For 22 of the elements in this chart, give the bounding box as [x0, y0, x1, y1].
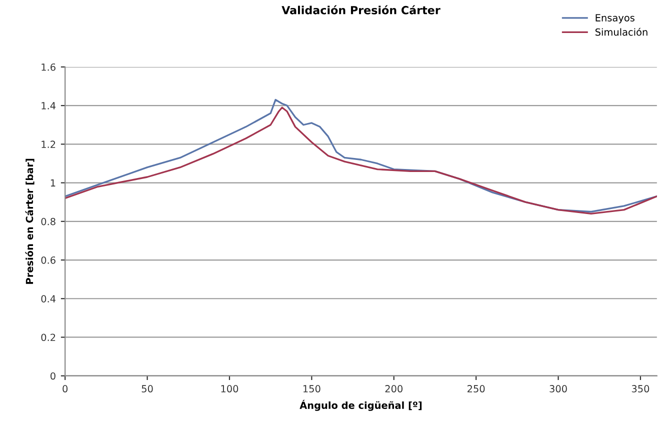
y-tick-label: 0.2	[41, 334, 56, 342]
x-axis-title: Ángulo de cigüeñal [º]	[300, 400, 422, 411]
x-tick-label: 0	[62, 385, 68, 392]
x-tick-label: 150	[303, 385, 320, 392]
x-tick-label: 250	[468, 385, 485, 392]
x-tick-label: 350	[632, 385, 650, 392]
y-tick-label: 1.2	[42, 140, 56, 148]
chart-title: Validación Presión Cárter	[282, 5, 440, 14]
x-tick-label: 300	[550, 385, 567, 392]
y-axis-title: Presión en Cárter [bar]	[25, 158, 34, 284]
y-tick-label: 1.6	[42, 63, 56, 71]
y-tick-label: 1.4	[42, 102, 56, 110]
legend-label: Simulación	[595, 28, 648, 36]
y-tick-label: 0.8	[41, 218, 56, 226]
y-tick-label: 0.4	[41, 295, 56, 302]
y-tick-label: 0	[50, 372, 56, 380]
x-tick-label: 100	[221, 385, 238, 392]
x-tick-label: 200	[385, 385, 403, 392]
y-tick-label: 1	[50, 179, 56, 186]
legend-label: Ensayos	[596, 14, 634, 24]
y-tick-label: 0.6	[41, 256, 56, 264]
x-tick-label: 50	[142, 385, 153, 392]
